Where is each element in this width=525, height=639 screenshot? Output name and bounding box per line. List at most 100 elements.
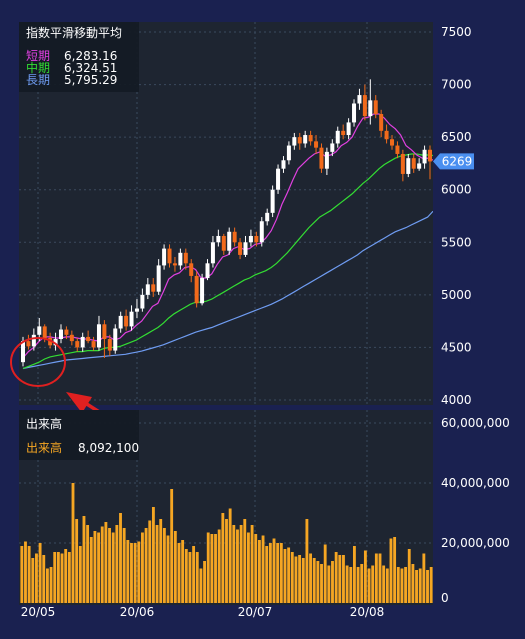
volume-bar (53, 552, 57, 603)
candle (140, 288, 145, 312)
volume-bar (239, 525, 243, 603)
volume-bar (199, 568, 203, 603)
volume-bar (130, 543, 133, 603)
volume-bar (415, 570, 418, 603)
volume-bar (228, 508, 232, 603)
volume-bar (360, 564, 364, 603)
candle-body (384, 130, 389, 140)
volume-bar (144, 528, 148, 603)
price-tick-label: 5000 (441, 288, 472, 302)
volume-legend-label: 出来高 (26, 440, 62, 455)
volume-bar (279, 543, 283, 603)
candle (145, 278, 150, 300)
volume-bar (93, 531, 97, 603)
candle (428, 145, 432, 180)
candle-body (183, 252, 188, 264)
candle-body (210, 242, 215, 264)
candle-body (162, 248, 167, 266)
candle-body (286, 145, 291, 161)
candle (281, 156, 286, 173)
volume-bar (236, 529, 239, 603)
candle-body (167, 248, 172, 264)
volume-bar (159, 519, 163, 603)
candle-body (194, 275, 199, 304)
candle (183, 248, 188, 270)
candle-body (368, 100, 373, 117)
candle (303, 130, 308, 148)
candle-body (21, 341, 25, 363)
volume-bar (305, 519, 309, 603)
candle (406, 153, 411, 178)
candle-body (205, 263, 210, 279)
volume-bar (323, 544, 327, 603)
candle (352, 99, 357, 127)
volume-bar (290, 552, 294, 603)
volume-bar (119, 513, 122, 603)
volume-bar (206, 532, 210, 603)
volume-bar (367, 568, 371, 603)
volume-bar (170, 489, 174, 603)
annotation-arrow-head (66, 392, 92, 413)
candle (324, 147, 329, 175)
candle (335, 126, 340, 148)
volume-bar (257, 540, 261, 603)
candle-body (69, 334, 74, 342)
volume-bar (155, 525, 159, 603)
volume-bar (42, 555, 46, 603)
candle-body (96, 324, 101, 348)
volume-bar (78, 546, 82, 603)
candle (172, 257, 177, 272)
volume-bar (181, 540, 185, 603)
candle-body (31, 334, 36, 347)
candle (26, 334, 31, 350)
volume-bar (86, 525, 90, 603)
candle-body (276, 168, 281, 190)
ema-legend-box (19, 22, 139, 92)
volume-bar (371, 565, 375, 603)
volume-bar (214, 534, 217, 603)
candle (362, 84, 367, 121)
volume-bar (210, 534, 214, 603)
volume-bar (331, 561, 334, 603)
candle-body (134, 308, 139, 312)
volume-bar (342, 555, 345, 603)
candle (118, 311, 123, 333)
volume-bar (374, 553, 378, 603)
candle-body (319, 147, 324, 169)
candle-body (379, 114, 384, 131)
candle (86, 330, 91, 344)
candle (270, 185, 275, 218)
volume-bar (363, 550, 367, 603)
candle (194, 271, 199, 308)
volume-bar (287, 547, 291, 603)
price-y-axis: 7500 7000 6500 6000 5500 5000 4500 4000 (441, 25, 472, 407)
price-tick-label: 4000 (441, 393, 472, 407)
candle-body (357, 95, 362, 104)
volume-bar (100, 526, 104, 603)
candle (53, 332, 58, 351)
candle (167, 244, 172, 268)
candle-body (151, 284, 156, 292)
candle-body (189, 263, 194, 276)
volume-bar (429, 567, 433, 603)
volume-bar (272, 538, 276, 603)
candle (341, 124, 346, 140)
volume-bar (261, 535, 265, 603)
volume-bar (75, 519, 79, 603)
date-tick-label: 20/08 (350, 605, 385, 619)
volume-bar (122, 528, 126, 603)
volume-bar (56, 552, 60, 603)
volume-bar (320, 564, 323, 603)
volume-bar (334, 552, 338, 603)
volume-bar (115, 525, 119, 603)
volume-bar (162, 528, 166, 603)
last-price-badge: 6269 (433, 153, 474, 170)
volume-bar (407, 549, 411, 603)
candle (96, 315, 101, 351)
volume-bar (338, 555, 342, 603)
long-ema-line (22, 210, 433, 370)
candle (91, 336, 96, 351)
volume-bar (389, 538, 393, 603)
volume-bar (177, 543, 181, 603)
